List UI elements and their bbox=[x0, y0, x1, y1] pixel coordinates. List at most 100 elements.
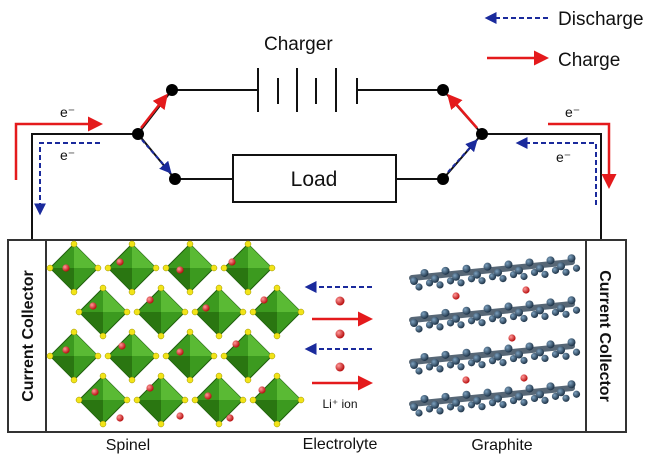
li-ion bbox=[62, 264, 70, 272]
li-ion bbox=[204, 392, 212, 400]
carbon-atom bbox=[546, 340, 555, 349]
li-ion bbox=[146, 384, 154, 392]
carbon-atom bbox=[567, 380, 576, 389]
carbon-atom bbox=[515, 266, 523, 275]
oxygen-atom bbox=[104, 264, 112, 272]
octahedron bbox=[49, 331, 99, 381]
carbon-atom bbox=[562, 310, 570, 318]
right-outer-wire bbox=[482, 133, 602, 240]
li-ion bbox=[89, 302, 97, 310]
graphite-layered-structure bbox=[409, 254, 581, 417]
carbon-atom bbox=[525, 258, 534, 267]
oxygen-atom bbox=[186, 328, 194, 336]
oxygen-atom bbox=[239, 308, 247, 316]
oxygen-atom bbox=[70, 376, 78, 384]
carbon-atom bbox=[431, 400, 439, 409]
oxygen-atom bbox=[210, 264, 218, 272]
graphene-layer bbox=[409, 254, 581, 291]
oxygen-atom bbox=[46, 264, 54, 272]
carbon-atom bbox=[425, 279, 434, 287]
carbon-atom bbox=[473, 270, 481, 279]
oxygen-atom bbox=[152, 352, 160, 360]
junction-dot bbox=[437, 84, 449, 96]
carbon-atom bbox=[488, 357, 497, 365]
discharge-legend-label: Discharge bbox=[558, 9, 644, 30]
oxygen-atom bbox=[215, 332, 223, 340]
oxygen-atom bbox=[273, 372, 281, 380]
carbon-atom bbox=[410, 319, 418, 327]
junction-dots bbox=[132, 84, 488, 185]
oxygen-atom bbox=[99, 332, 107, 340]
oxygen-atom bbox=[128, 328, 136, 336]
carbon-atom bbox=[457, 279, 465, 287]
carbon-atom bbox=[515, 308, 523, 317]
oxygen-atom bbox=[191, 308, 199, 316]
oxygen-atom bbox=[244, 240, 252, 248]
li-ion bbox=[176, 412, 184, 420]
oxygen-atom bbox=[157, 372, 165, 380]
carbon-atom bbox=[462, 348, 471, 357]
carbon-atom bbox=[425, 321, 434, 329]
li-ion bbox=[452, 292, 460, 300]
carbon-atom bbox=[452, 356, 460, 365]
carbon-atom bbox=[551, 308, 560, 316]
oxygen-atom bbox=[94, 264, 102, 272]
carbon-atom bbox=[509, 312, 518, 321]
carbon-atom bbox=[467, 359, 476, 367]
li-ion bbox=[91, 388, 99, 396]
oxygen-atom bbox=[249, 308, 257, 316]
carbon-atom bbox=[452, 398, 460, 407]
carbon-atom bbox=[488, 273, 497, 281]
left-charge-branch-arrow bbox=[140, 93, 168, 129]
carbon-atom bbox=[515, 350, 523, 359]
right-electron-label-charge: e⁻ bbox=[565, 104, 580, 120]
li-ion bbox=[228, 258, 236, 266]
carbon-atom bbox=[572, 264, 581, 272]
carbon-atom bbox=[546, 256, 555, 265]
carbon-atom bbox=[436, 365, 444, 373]
li-ion bbox=[258, 386, 266, 394]
carbon-atom bbox=[562, 268, 570, 276]
junction-dot bbox=[437, 173, 449, 185]
carbon-atom bbox=[436, 281, 444, 289]
carbon-atom bbox=[452, 314, 460, 323]
oxygen-atom bbox=[123, 396, 131, 404]
graphene-layer bbox=[409, 296, 581, 333]
carbon-atom bbox=[441, 392, 450, 401]
oxygen-atom bbox=[239, 396, 247, 404]
li-ion bbox=[232, 340, 240, 348]
carbon-atom bbox=[436, 407, 444, 415]
oxygen-atom bbox=[220, 264, 228, 272]
li-ion bbox=[335, 329, 345, 339]
oxygen-atom bbox=[273, 420, 281, 428]
right-charge-electron-arrow bbox=[548, 122, 617, 189]
carbon-atom bbox=[488, 315, 497, 323]
oxygen-atom bbox=[128, 288, 136, 296]
electrolyte-region: Li⁺ ion bbox=[304, 281, 373, 411]
carbon-atom bbox=[462, 264, 471, 273]
oxygen-atom bbox=[162, 264, 170, 272]
charger-battery-symbol bbox=[257, 68, 358, 112]
oxygen-atom bbox=[273, 332, 281, 340]
carbon-atom bbox=[509, 354, 518, 363]
oxygen-atom bbox=[104, 352, 112, 360]
carbon-atom bbox=[499, 401, 507, 409]
junction-dot bbox=[169, 173, 181, 185]
carbon-atom bbox=[415, 409, 423, 417]
carbon-atom bbox=[551, 266, 560, 274]
carbon-atom bbox=[452, 272, 460, 281]
oxygen-atom bbox=[186, 288, 194, 296]
oxygen-atom bbox=[273, 284, 281, 292]
carbon-atom bbox=[509, 270, 518, 279]
carbon-atom bbox=[536, 264, 544, 273]
carbon-atom bbox=[536, 348, 544, 357]
oxygen-atom bbox=[186, 376, 194, 384]
oxygen-atom bbox=[152, 264, 160, 272]
oxygen-atom bbox=[268, 264, 276, 272]
octahedron bbox=[194, 287, 244, 337]
li-ion-label: Li⁺ ion bbox=[322, 397, 357, 411]
carbon-atom bbox=[499, 317, 507, 325]
charge-legend-label: Charge bbox=[558, 50, 620, 71]
carbon-atom bbox=[441, 308, 450, 317]
carbon-atom bbox=[499, 359, 507, 367]
